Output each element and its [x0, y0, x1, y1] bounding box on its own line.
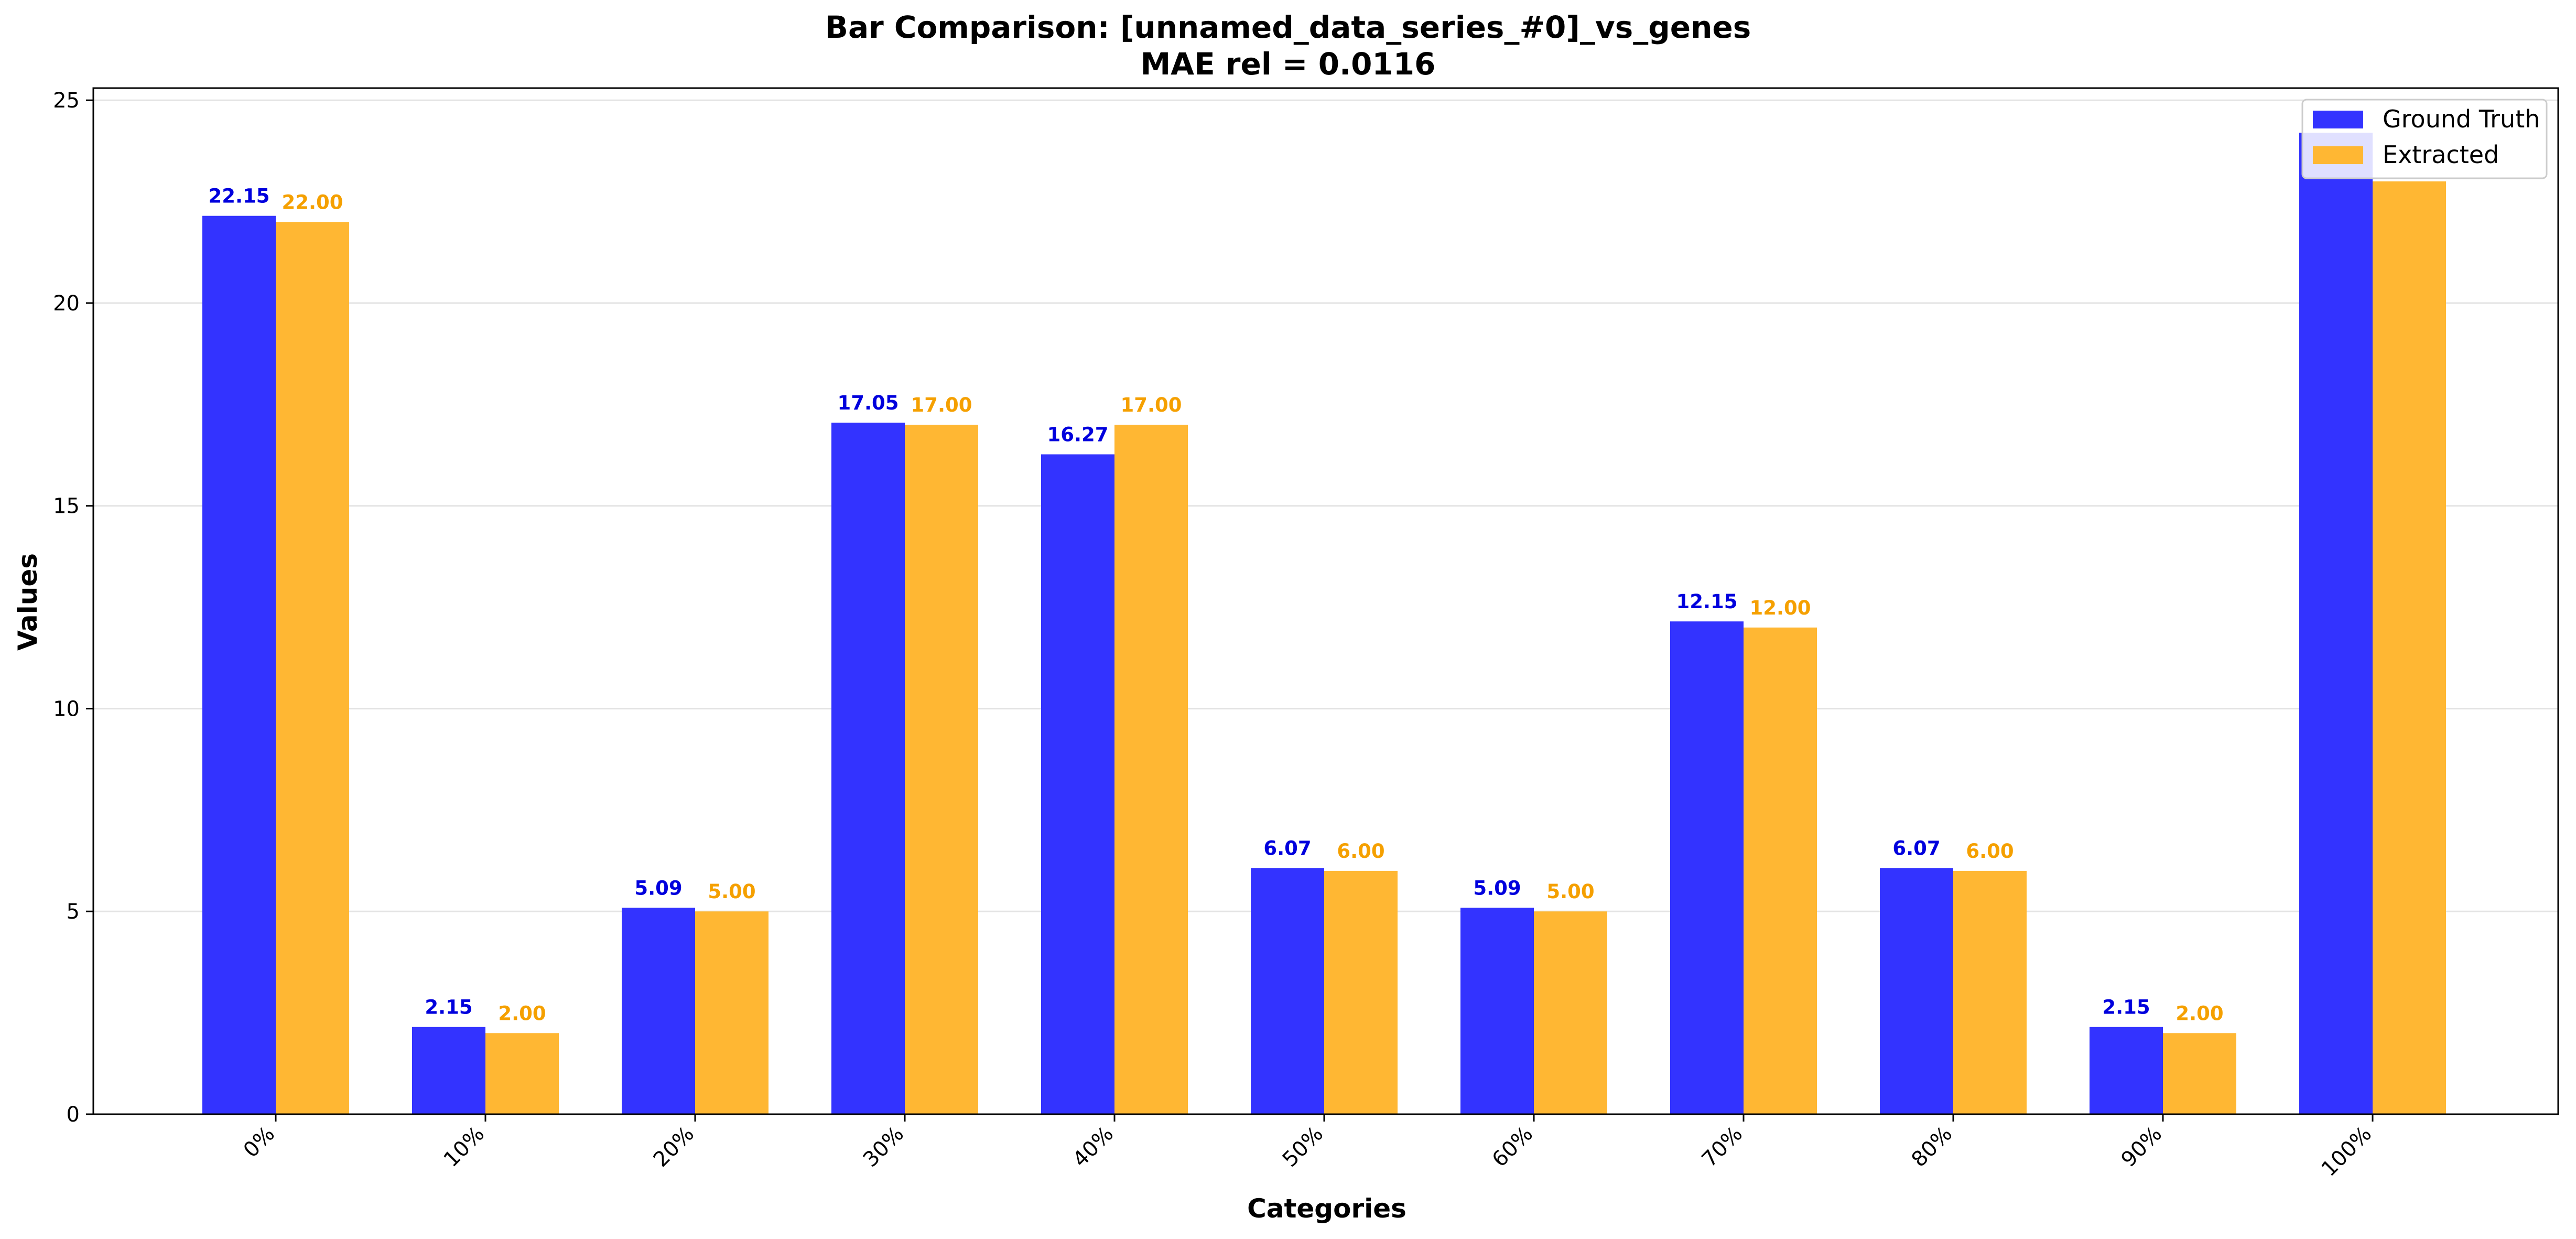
bar-extracted-6 — [1534, 911, 1607, 1114]
bar-ground-truth-3 — [831, 423, 905, 1115]
bar-value-label: 17.00 — [911, 394, 972, 416]
bar-value-label: 16.27 — [1047, 423, 1108, 446]
bar-ground-truth-9 — [2090, 1027, 2163, 1114]
axes — [86, 87, 2559, 1122]
y-tick-label: 10 — [53, 697, 80, 721]
bar-extracted-4 — [1114, 425, 1188, 1114]
bar-value-label: 22.00 — [282, 191, 343, 213]
bar-ground-truth-4 — [1041, 454, 1114, 1114]
bar-value-label: 6.00 — [1337, 840, 1384, 863]
bar-value-label: 12.15 — [1676, 590, 1737, 613]
bar-value-labels: 22.15 22.00 2.15 2.00 5.09 5.00 17.05 17.00 16.2… — [208, 185, 2223, 1025]
bar-extracted-10 — [2373, 181, 2446, 1115]
legend-swatch-ground-truth — [2313, 111, 2363, 128]
y-tick-label: 0 — [67, 1103, 80, 1127]
bar-extracted-1 — [485, 1033, 559, 1114]
x-axis-label: Categories — [1247, 1193, 1406, 1224]
legend-label-ground-truth: Ground Truth — [2383, 105, 2540, 133]
bar-ground-truth-6 — [1460, 908, 1534, 1114]
legend-swatch-extracted — [2313, 146, 2363, 164]
bar-extracted-0 — [276, 222, 349, 1114]
bars — [202, 133, 2446, 1115]
bar-ground-truth-10 — [2299, 133, 2373, 1115]
bar-value-label: 6.07 — [1892, 837, 1940, 859]
bar-ground-truth-8 — [1880, 868, 1953, 1114]
bar-ground-truth-5 — [1251, 868, 1324, 1114]
bar-value-label: 12.00 — [1749, 597, 1811, 619]
bar-extracted-8 — [1953, 870, 2027, 1114]
y-tick-label: 5 — [67, 900, 80, 924]
chart-title: Bar Comparison: [unnamed_data_series_#0]… — [825, 9, 1751, 45]
bar-value-label: 17.00 — [1120, 394, 1182, 416]
plot-frame — [92, 87, 2559, 1115]
legend-label-extracted: Extracted — [2383, 141, 2499, 169]
bar-value-label: 2.00 — [498, 1002, 546, 1025]
bar-extracted-3 — [905, 425, 978, 1114]
y-tick-label: 25 — [53, 89, 80, 113]
bar-value-label: 2.15 — [2102, 996, 2150, 1019]
y-axis-label: Values — [13, 553, 43, 651]
chart-subtitle: MAE rel = 0.0116 — [1140, 46, 1435, 82]
bar-value-label: 5.09 — [634, 877, 682, 899]
bar-value-label: 2.15 — [425, 996, 472, 1019]
bar-extracted-7 — [1744, 627, 1817, 1114]
bar-value-label: 5.00 — [708, 880, 755, 903]
legend: Ground Truth Extracted — [2301, 99, 2548, 179]
bar-extracted-9 — [2163, 1033, 2236, 1114]
bar-extracted-2 — [695, 911, 769, 1114]
bar-value-label: 22.15 — [208, 185, 269, 208]
bar-value-label: 5.09 — [1473, 877, 1521, 899]
bar-ground-truth-0 — [202, 216, 276, 1115]
legend-frame — [2301, 99, 2548, 179]
bar-value-label: 6.07 — [1263, 837, 1311, 859]
bar-value-label: 5.00 — [1546, 880, 1594, 903]
bar-value-label: 17.05 — [837, 392, 899, 414]
bar-extracted-5 — [1324, 870, 1398, 1114]
bar-ground-truth-2 — [622, 908, 695, 1114]
bar-value-label: 6.00 — [1966, 840, 2014, 863]
bar-ground-truth-1 — [412, 1027, 485, 1114]
bar-ground-truth-7 — [1670, 621, 1744, 1114]
y-tick-label: 15 — [53, 494, 80, 519]
y-tick-label: 20 — [53, 292, 80, 316]
bar-value-label: 2.00 — [2175, 1002, 2223, 1025]
